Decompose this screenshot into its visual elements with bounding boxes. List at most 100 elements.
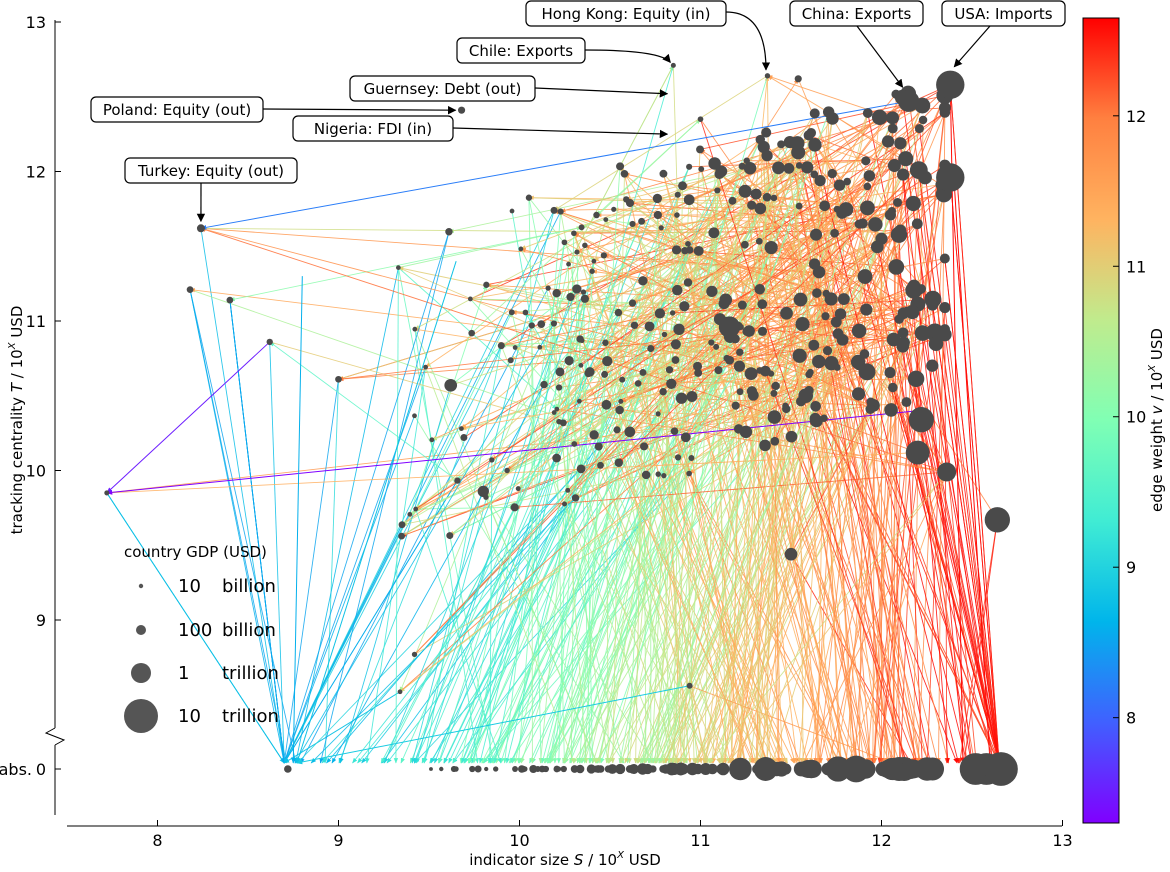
size-legend-value: 1 [178,663,189,684]
country-node [576,398,582,404]
callout-box [90,96,264,123]
country-node [696,145,704,154]
edge [848,471,948,764]
edge [729,326,844,764]
country-node [843,177,851,186]
country-node [857,269,873,284]
edge [944,307,1001,764]
country-node [614,458,624,467]
country-node [672,284,683,296]
country-node [736,388,744,396]
edge [579,338,690,474]
country-node [770,389,778,397]
country-node-abs [530,766,537,772]
edge [553,75,768,211]
y-tick-label: 11 [26,312,46,331]
edge [443,326,650,764]
edge [200,100,909,230]
country-node [639,368,647,376]
edge [678,329,796,764]
country-node [602,339,609,346]
country-node [762,192,772,202]
country-node [887,159,901,173]
edge [858,365,884,764]
country-node [725,355,735,365]
country-node [597,461,604,469]
country-node [619,376,626,383]
country-node [686,391,698,402]
edge [592,326,730,764]
country-node [565,487,571,493]
edge [727,471,948,764]
country-node [618,398,624,404]
country-node [525,194,533,201]
country-node-abs [677,763,689,775]
country-node [824,292,838,306]
country-node [659,388,667,396]
country-node [737,300,747,310]
size-legend-value: 100 [178,620,212,641]
edge [556,293,688,764]
edge [546,344,677,764]
country-node [754,202,767,215]
edge [798,165,950,764]
edge [752,112,869,396]
country-node [266,338,273,346]
edge [931,365,1001,764]
country-node [812,288,822,298]
country-node [528,322,535,329]
country-node [509,208,515,214]
country-node [808,339,820,351]
y-tick-label: 13 [26,13,46,32]
colorbar-tick-label: 8 [1126,709,1136,728]
edge [269,341,287,764]
edge [229,300,286,764]
edge [700,119,908,764]
country-node [795,202,803,210]
x-tick-label: 8 [152,831,162,850]
callout-box [456,37,586,64]
country-node [644,321,655,332]
edge [548,404,607,764]
callout-arrow [452,127,669,139]
size-legend-marker [131,663,151,683]
country-node [654,308,666,319]
edge [873,405,897,764]
country-node [641,470,651,480]
country-node [862,108,873,119]
country-node [104,490,110,496]
edge [414,329,480,764]
size-legend-marker [124,699,158,733]
edge [790,346,904,555]
country-node [582,242,588,249]
country-node [780,306,793,320]
country-node-abs [753,757,778,781]
edge [283,691,401,764]
country-node [886,111,900,125]
country-node-abs [642,763,653,775]
country-node [881,135,895,148]
country-node [792,348,807,363]
edge [470,84,951,300]
country-node [454,477,461,484]
country-node [728,196,737,205]
country-node [550,206,558,214]
edge [471,65,674,764]
country-node [926,299,939,311]
edge [283,480,458,764]
callout-box [292,115,454,142]
country-node-abs [586,764,596,774]
edge [200,228,286,764]
country-node [764,73,771,79]
edge [338,345,502,764]
edge [553,323,567,764]
country-node-abs [439,766,444,772]
edge [633,372,644,764]
country-node [611,206,617,212]
country-node [916,284,927,294]
edge [505,312,619,764]
edge [953,177,993,764]
country-node [512,345,518,350]
edge [629,201,860,225]
edge [547,167,808,764]
